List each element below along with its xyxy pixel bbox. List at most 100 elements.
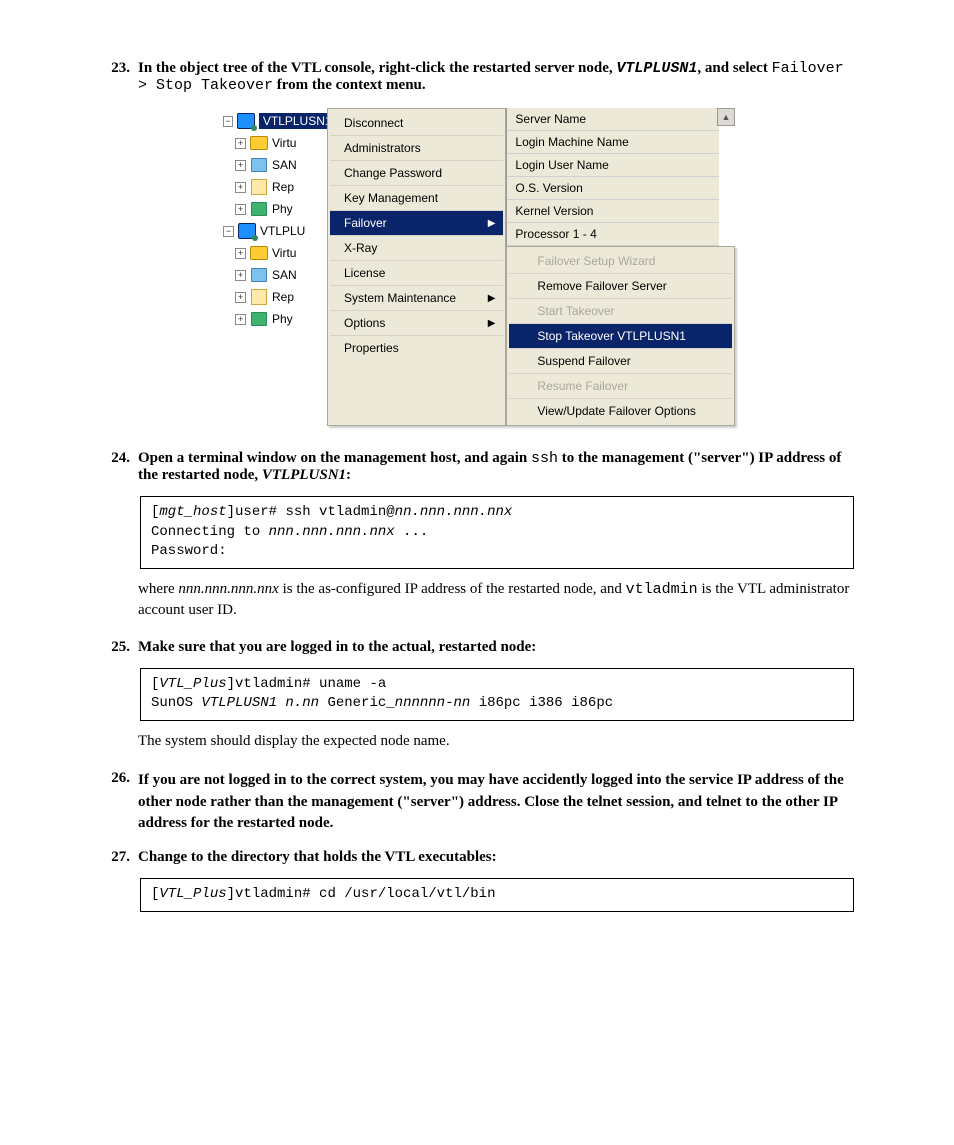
t: where (138, 581, 178, 597)
t: nn.nnn.nnn.nnx (395, 504, 513, 520)
tree-node-vtlplusn1[interactable]: −VTLPLUSN1 (219, 110, 327, 132)
expander-icon[interactable]: + (235, 160, 246, 171)
properties-list: Server NameLogin Machine NameLogin User … (506, 108, 719, 246)
tree-node-virtu[interactable]: + Virtu (219, 132, 327, 154)
tree-node-san[interactable]: +SAN (219, 264, 327, 286)
menu-label: Disconnect (344, 116, 403, 130)
t: ]user# (227, 504, 277, 520)
menu-label: License (344, 266, 385, 280)
menu-item-key-management[interactable]: Key Management (330, 186, 503, 211)
context-menu: Disconnect Administrators Change Password K… (327, 108, 506, 426)
cmd: ssh (531, 450, 558, 467)
menu-item-change-password[interactable]: Change Password (330, 161, 503, 186)
step-24-where: where nnn.nnn.nnn.nnx is the as-configur… (138, 579, 854, 621)
t: cd /usr/local/vtl/bin (311, 886, 496, 902)
t: ]vtladmin# (227, 676, 311, 692)
tree-node-vtlplu[interactable]: − VTLPLU (219, 220, 327, 242)
phy-icon (250, 311, 268, 327)
tree-label: Virtu (272, 136, 296, 150)
text: , and select (697, 60, 771, 76)
t: SunOS (151, 695, 201, 711)
menu-item-system-maintenance[interactable]: System Maintenance▶ (330, 286, 503, 311)
submenu-item-stop-takeover-vtlplusn1[interactable]: Stop Takeover VTLPLUSN1 (509, 324, 732, 349)
t: VTL_Plus (159, 886, 226, 902)
expander-icon[interactable]: + (235, 270, 246, 281)
t: ]vtladmin# (227, 886, 311, 902)
tree-label: Phy (272, 202, 293, 216)
submenu-arrow-icon: ▶ (488, 293, 496, 304)
step-27: 27. Change to the directory that holds t… (100, 849, 854, 866)
t: VTL_Plus (159, 676, 226, 692)
expander-icon[interactable]: − (223, 116, 233, 127)
failover-submenu: Failover Setup WizardRemove Failover Ser… (506, 246, 735, 426)
code-block-cd: [VTL_Plus]vtladmin# cd /usr/local/vtl/bi… (140, 878, 854, 912)
step-body: Open a terminal window on the management… (138, 450, 854, 484)
submenu-item-suspend-failover[interactable]: Suspend Failover (509, 349, 732, 374)
san-icon (250, 267, 268, 283)
t: nnn.nnn.nnn.nnx (269, 524, 395, 540)
menu-item-x-ray[interactable]: X-Ray (330, 236, 503, 261)
srv-icon (237, 113, 255, 129)
menu-label: Administrators (344, 141, 421, 155)
object-tree: −VTLPLUSN1+Virtu+SAN+Rep+Phy−VTLPLU+Virt… (219, 108, 327, 426)
expander-icon[interactable]: + (235, 314, 246, 325)
submenu-item-start-takeover: Start Takeover (509, 299, 732, 324)
t: uname -a (311, 676, 387, 692)
rep-icon (250, 289, 268, 305)
menu-item-license[interactable]: License (330, 261, 503, 286)
property-row: Kernel Version (507, 200, 719, 223)
acct: vtladmin (626, 581, 698, 598)
submenu-item-resume-failover: Resume Failover (509, 374, 732, 399)
tree-node-virtu[interactable]: + Virtu (219, 242, 327, 264)
menu-item-options[interactable]: Options▶ (330, 311, 503, 336)
menu-item-disconnect[interactable]: Disconnect (330, 111, 503, 136)
tree-node-phy[interactable]: +Phy (219, 308, 327, 330)
tree-node-rep[interactable]: + Rep (219, 286, 327, 308)
menu-item-administrators[interactable]: Administrators (330, 136, 503, 161)
tree-label: VTLPLU (260, 224, 305, 238)
tree-label: Rep (272, 180, 294, 194)
step-23: 23. In the object tree of the VTL consol… (100, 60, 854, 94)
menu-item-properties[interactable]: Properties (330, 336, 503, 360)
tree-node-san[interactable]: + SAN (219, 154, 327, 176)
san-icon (250, 157, 268, 173)
tree-node-rep[interactable]: + Rep (219, 176, 327, 198)
step-body: If you are not logged in to the correct … (138, 770, 854, 835)
menu-item-failover[interactable]: Failover▶ (330, 211, 503, 236)
property-row: Server Name (507, 108, 719, 131)
expander-icon[interactable]: + (235, 204, 246, 215)
menu-label: Change Password (344, 166, 442, 180)
step-24: 24. Open a terminal window on the manage… (100, 450, 854, 484)
t: Connecting to (151, 524, 269, 540)
expander-icon[interactable]: + (235, 138, 246, 149)
t: is the as-configured IP address of the r… (279, 581, 626, 597)
code-block-uname: [VTL_Plus]vtladmin# uname -a SunOS VTLPL… (140, 668, 854, 721)
expander-icon[interactable]: + (235, 292, 246, 303)
t: i86pc i386 i86pc (470, 695, 613, 711)
step-body: Change to the directory that holds the V… (138, 849, 854, 866)
submenu-arrow-icon: ▶ (488, 218, 496, 229)
srv-icon (238, 223, 256, 239)
node-name: VTLPLUSN1 (262, 467, 346, 483)
menu-label: X-Ray (344, 241, 377, 255)
step-num: 26. (100, 770, 138, 835)
submenu-item-view-update-failover-options[interactable]: View/Update Failover Options (509, 399, 732, 423)
tree-node-phy[interactable]: + Phy (219, 198, 327, 220)
tree-label: Virtu (272, 246, 296, 260)
submenu-item-failover-setup-wizard: Failover Setup Wizard (509, 249, 732, 274)
property-row: Processor 1 - 4 (507, 223, 719, 246)
expander-icon[interactable]: − (223, 226, 234, 237)
step-26: 26. If you are not logged in to the corr… (100, 770, 854, 835)
node-name: VTLPLUSN1 (616, 60, 697, 77)
tree-label: SAN (272, 158, 297, 172)
scroll-up-icon[interactable]: ▲ (717, 108, 735, 126)
right-panel: Server NameLogin Machine NameLogin User … (506, 108, 735, 426)
phy-icon (250, 201, 268, 217)
expander-icon[interactable]: + (235, 248, 246, 259)
menu-label: Properties (344, 341, 399, 355)
tree-label: Rep (272, 290, 294, 304)
submenu-item-remove-failover-server[interactable]: Remove Failover Server (509, 274, 732, 299)
t: nnnnnn-nn (395, 695, 471, 711)
virt-icon (250, 135, 268, 151)
expander-icon[interactable]: + (235, 182, 246, 193)
